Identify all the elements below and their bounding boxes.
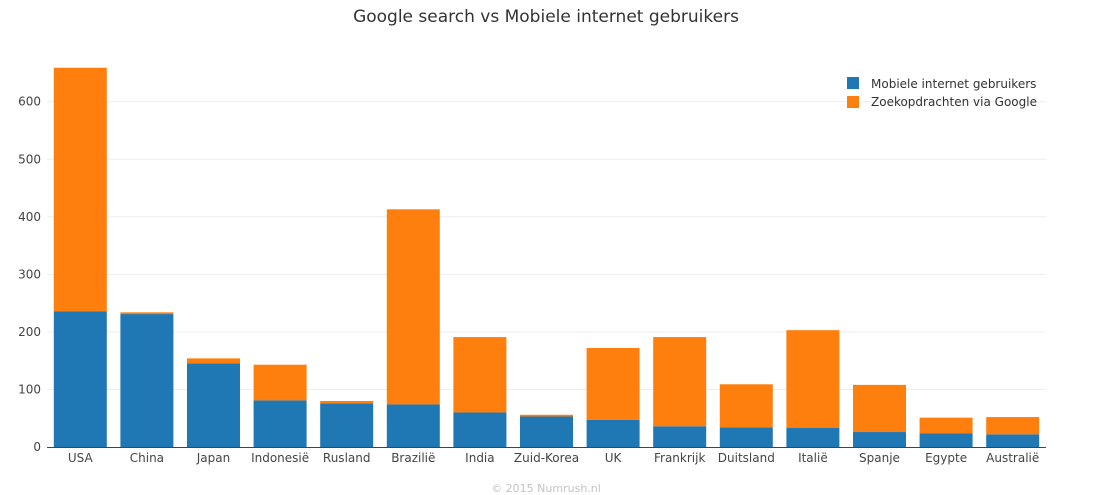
x-tick-label: Japan	[196, 451, 230, 465]
bar-segment-google-searches[interactable]	[53, 67, 107, 312]
bar-segment-mobile-users[interactable]	[187, 363, 240, 447]
x-tick-label: Frankrijk	[654, 451, 705, 465]
x-tick-label: Brazilië	[391, 451, 435, 465]
x-tick-label: Italië	[798, 451, 828, 465]
x-tick-label: India	[465, 451, 494, 465]
bar-segment-mobile-users[interactable]	[653, 426, 707, 447]
legend-swatch-google-searches[interactable]	[847, 96, 859, 108]
bar-segment-mobile-users[interactable]	[53, 311, 107, 447]
bar-segment-mobile-users[interactable]	[586, 419, 640, 447]
x-axis-tick-labels: USA China Japan Indonesië Rusland Brazilië Ind…	[68, 451, 1039, 465]
y-tick-label: 300	[18, 267, 41, 281]
x-tick-label: UK	[605, 451, 623, 465]
bar-segment-google-searches[interactable]	[653, 337, 707, 427]
y-tick-label: 600	[18, 95, 41, 109]
y-tick-label: 500	[18, 152, 41, 166]
bar-segment-google-searches[interactable]	[453, 337, 507, 413]
bar-segment-google-searches[interactable]	[386, 209, 440, 405]
bar-segment-google-searches[interactable]	[853, 384, 906, 433]
bar-segment-google-searches[interactable]	[719, 384, 773, 428]
x-tick-label: Australië	[986, 451, 1039, 465]
bar-segment-mobile-users[interactable]	[719, 427, 773, 447]
legend-label-mobile-users: Mobiele internet gebruikers	[871, 77, 1036, 91]
bar-segment-google-searches[interactable]	[253, 364, 307, 401]
x-tick-label: Duitsland	[718, 451, 775, 465]
bar-segment-google-searches[interactable]	[187, 358, 240, 364]
x-tick-label: Spanje	[859, 451, 900, 465]
y-tick-label: 200	[18, 325, 41, 339]
bars	[53, 67, 1040, 448]
x-tick-label: China	[130, 451, 164, 465]
bar-segment-mobile-users[interactable]	[520, 416, 573, 448]
bar-segment-google-searches[interactable]	[586, 348, 640, 420]
bar-segment-mobile-users[interactable]	[453, 412, 507, 447]
legend-swatch-mobile-users[interactable]	[847, 77, 859, 89]
bar-segment-mobile-users[interactable]	[986, 434, 1040, 447]
y-axis-tick-labels: 0 100 200 300 400 500 600	[18, 95, 41, 454]
bar-segment-google-searches[interactable]	[986, 417, 1040, 435]
bar-segment-google-searches[interactable]	[786, 330, 840, 429]
bar-segment-mobile-users[interactable]	[120, 314, 174, 447]
y-tick-label: 0	[33, 440, 41, 454]
bar-segment-mobile-users[interactable]	[786, 428, 840, 447]
chart-title: Google search vs Mobiele internet gebrui…	[353, 7, 739, 27]
credit-text: © 2015 Numrush.nl	[491, 482, 601, 495]
x-tick-label: Rusland	[323, 451, 371, 465]
x-tick-label: Zuid-Korea	[514, 451, 579, 465]
y-tick-label: 400	[18, 210, 41, 224]
legend: Mobiele internet gebruikers Zoekopdracht…	[847, 77, 1037, 109]
bar-segment-mobile-users[interactable]	[320, 403, 374, 447]
y-tick-label: 100	[18, 382, 41, 396]
bar-segment-google-searches[interactable]	[919, 417, 973, 434]
x-tick-label: Egypte	[925, 451, 967, 465]
legend-label-google-searches: Zoekopdrachten via Google	[871, 95, 1037, 109]
x-tick-label: USA	[68, 451, 94, 465]
bar-segment-mobile-users[interactable]	[253, 400, 307, 447]
bar-segment-google-searches[interactable]	[120, 312, 174, 315]
bar-segment-mobile-users[interactable]	[386, 404, 440, 447]
gridlines	[47, 101, 1046, 390]
bar-segment-google-searches[interactable]	[320, 400, 374, 404]
x-tick-label: Indonesië	[251, 451, 309, 465]
bar-segment-mobile-users[interactable]	[853, 432, 906, 447]
bar-segment-google-searches[interactable]	[520, 414, 573, 417]
bar-segment-mobile-users[interactable]	[919, 433, 973, 447]
